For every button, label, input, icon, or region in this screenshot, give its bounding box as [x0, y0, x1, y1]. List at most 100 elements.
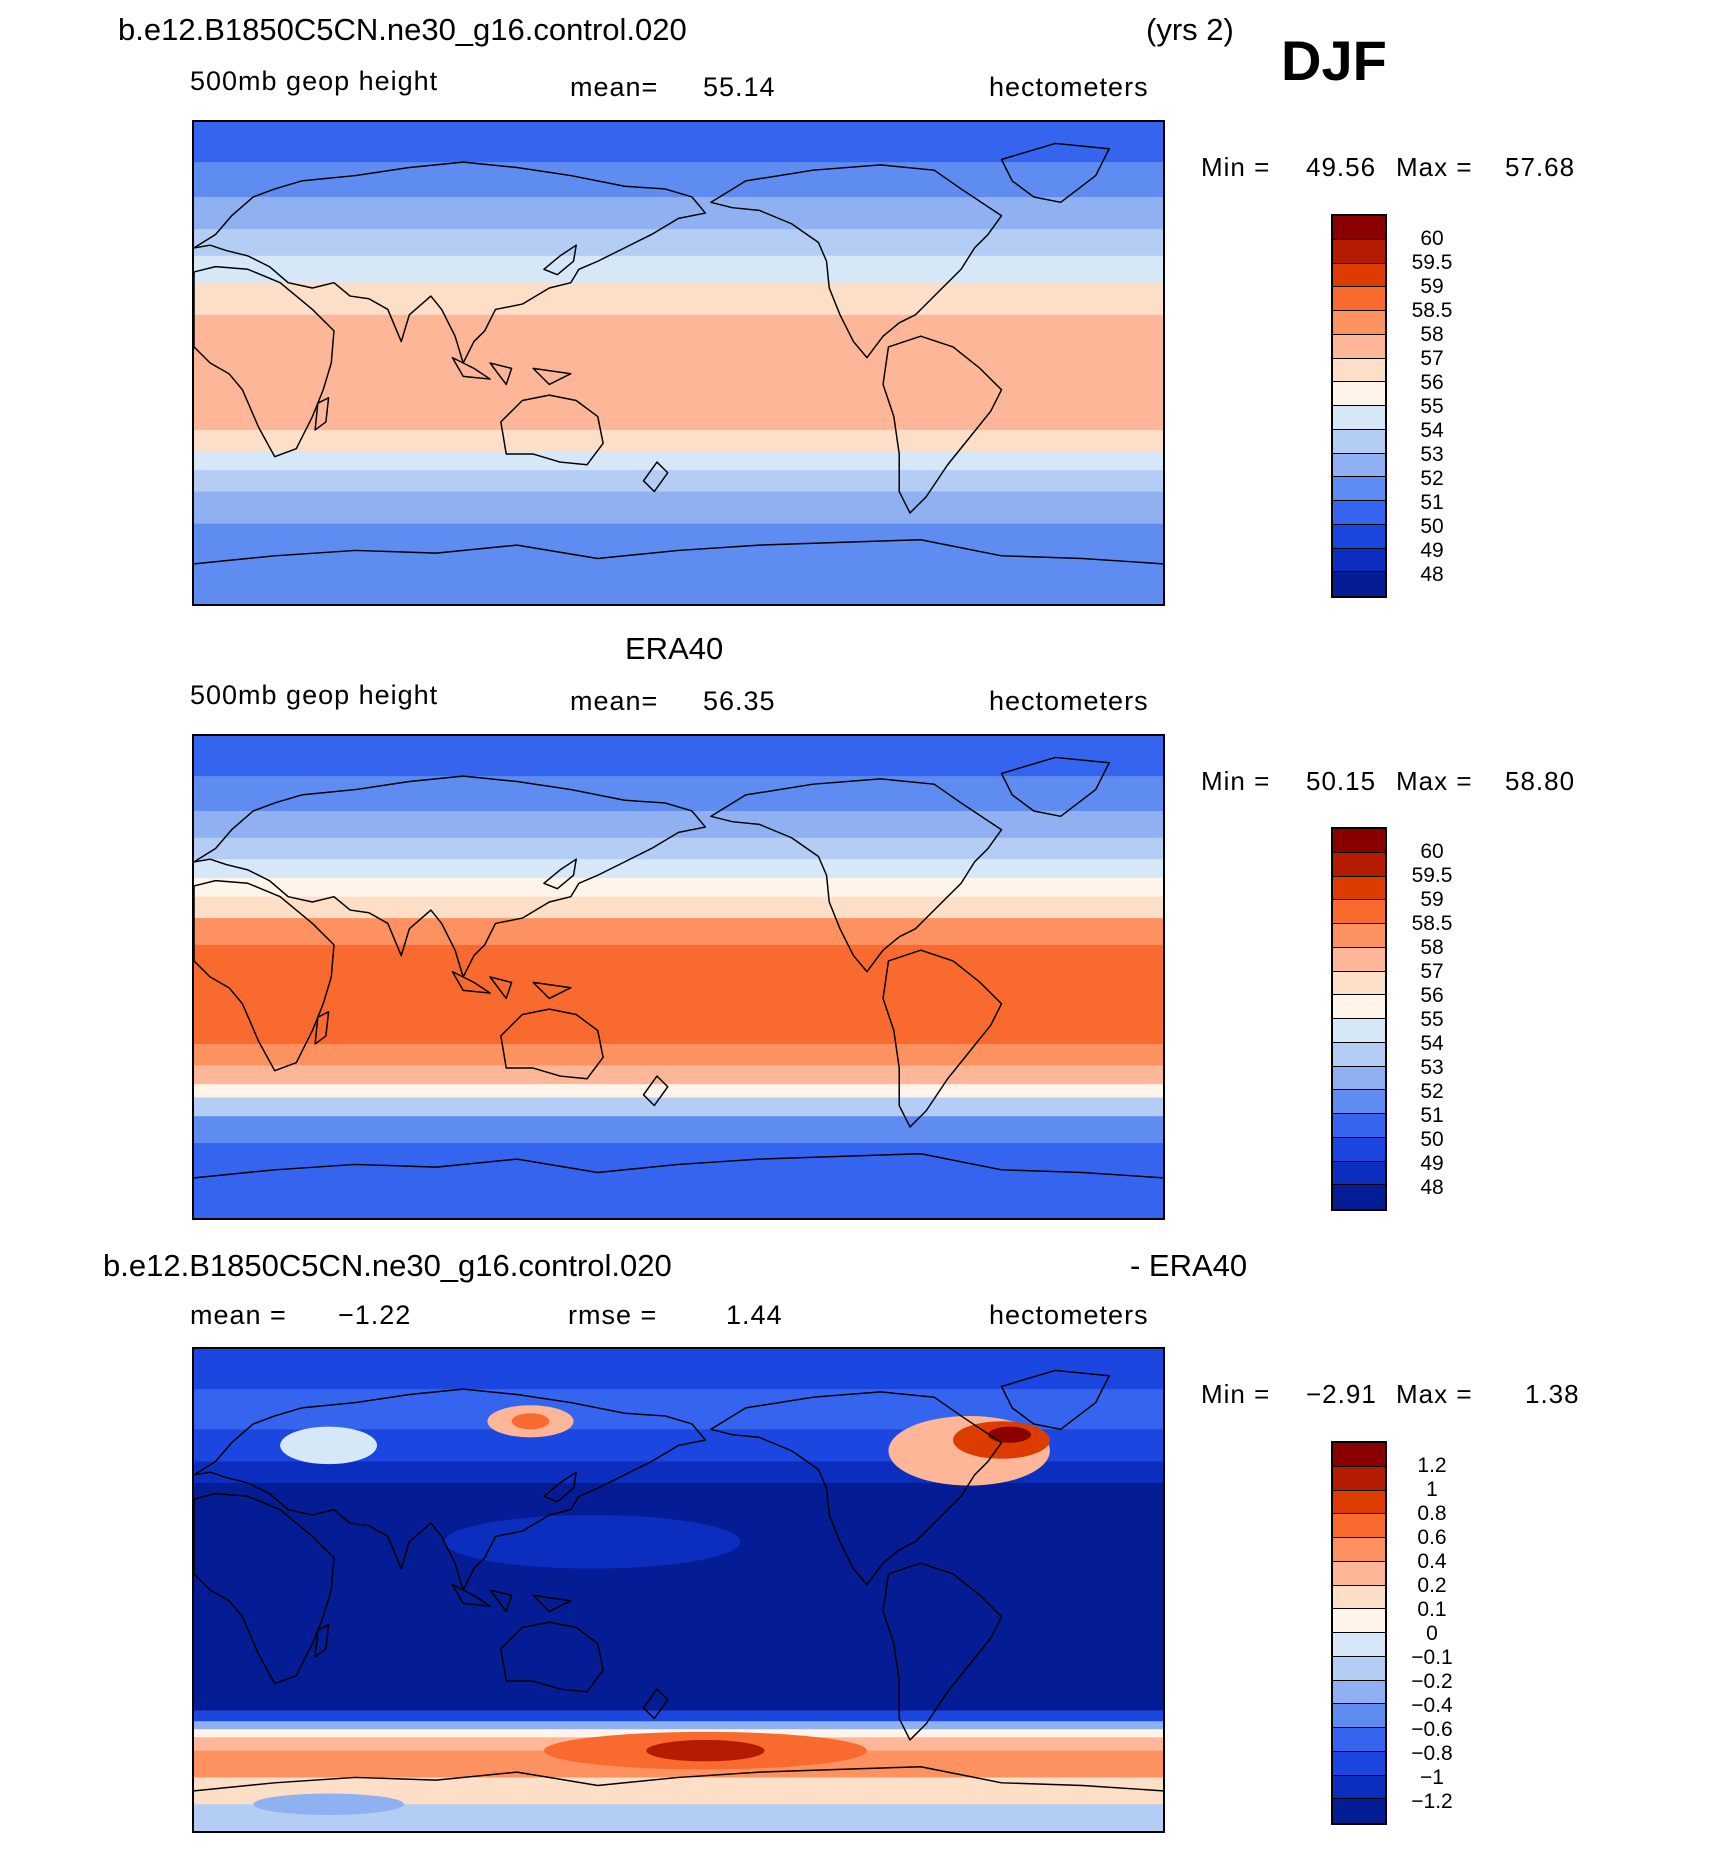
colorbar-difference: [1331, 1441, 1387, 1825]
contour-band: [194, 859, 1163, 879]
colorbar-swatch: [1333, 1609, 1385, 1633]
colorbar-label: 58: [1420, 323, 1444, 346]
units-label-middle: hectometers: [989, 686, 1149, 716]
contour-band: [194, 1084, 1163, 1099]
colorbar-label: 52: [1420, 1080, 1444, 1103]
colorbar-swatch: [1333, 239, 1385, 264]
contour-band: [194, 944, 1163, 1018]
contour-band: [194, 389, 1163, 431]
era40-title: ERA40: [625, 631, 724, 666]
min-value-middle: 50.15: [1306, 766, 1377, 796]
colorbar-label: 56: [1420, 371, 1444, 394]
colorbar-swatch: [1333, 1185, 1385, 1209]
colorbar-label: 58.5: [1411, 912, 1453, 935]
colorbar-label: 50: [1420, 515, 1444, 538]
coastline: [710, 164, 1003, 359]
colorbar-label: 50: [1420, 1128, 1444, 1151]
contour-band: [194, 877, 1163, 898]
coastline: [543, 244, 577, 276]
units-label-top: hectometers: [989, 72, 1149, 102]
min-label-diff: Min =: [1201, 1379, 1271, 1409]
coastline: [451, 356, 572, 386]
colorbar-label: 0.2: [1417, 1574, 1447, 1597]
contour-band: [194, 451, 1163, 471]
colorbar-swatch: [1333, 1490, 1385, 1515]
coastline: [1000, 142, 1110, 204]
map-svg-model: [194, 122, 1163, 604]
colorbar-swatch: [1333, 1443, 1385, 1467]
case-title-top: b.e12.B1850C5CN.ne30_g16.control.020: [118, 12, 687, 47]
contour-band: [194, 1697, 1163, 1712]
colorbar-label: 51: [1420, 491, 1444, 514]
coastline: [194, 1765, 1163, 1792]
colorbar-label: 0: [1426, 1622, 1438, 1645]
units-label-diff: hectometers: [989, 1300, 1149, 1330]
contour-band: [194, 736, 1163, 777]
colorbar-swatch: [1333, 524, 1385, 549]
contour-band: [194, 1143, 1163, 1218]
colorbar-swatch: [1333, 572, 1385, 596]
variable-label-top: 500mb geop height: [190, 66, 439, 96]
coastline: [194, 1152, 1163, 1179]
colorbar-label: 1.2: [1417, 1454, 1447, 1477]
contour-band: [194, 229, 1163, 257]
colorbar-swatch: [1333, 334, 1385, 359]
colorbar-swatch: [1333, 311, 1385, 335]
colorbar-swatch: [1333, 453, 1385, 478]
coastline: [194, 265, 335, 458]
mean-label-diff: mean =: [190, 1300, 287, 1330]
contour-feature: [253, 1793, 404, 1815]
colorbar-swatch: [1333, 1633, 1385, 1657]
colorbar-swatch: [1333, 1538, 1385, 1562]
colorbar-swatch: [1333, 829, 1385, 853]
map-panel-model: [192, 120, 1165, 606]
colorbar-label: 58: [1420, 936, 1444, 959]
coastline: [314, 1624, 330, 1658]
colorbar-swatch: [1333, 477, 1385, 501]
colorbar-swatch: [1333, 1137, 1385, 1162]
contour-band: [194, 162, 1163, 198]
colorbar-label: −0.2: [1411, 1670, 1453, 1693]
colorbar-swatch: [1333, 900, 1385, 924]
colorbar-swatch: [1333, 1514, 1385, 1538]
coastline: [1000, 1369, 1110, 1431]
max-label-top: Max =: [1396, 152, 1473, 182]
contour-band: [194, 1043, 1163, 1067]
colorbar-label: 1: [1426, 1478, 1438, 1501]
colorbar-swatch: [1333, 876, 1385, 901]
contour-feature: [280, 1426, 378, 1465]
mean-value-top: 55.14: [703, 72, 776, 102]
coastline: [1000, 756, 1110, 818]
colorbar-model: [1331, 214, 1387, 598]
map-panel-era40: [192, 734, 1165, 1220]
coastline: [500, 1008, 604, 1080]
contour-band: [194, 282, 1163, 316]
colorbar-label: 0.4: [1417, 1550, 1447, 1573]
contour-feature: [646, 1739, 765, 1762]
min-label-middle: Min =: [1201, 766, 1271, 796]
variable-label-middle: 500mb geop height: [190, 680, 439, 710]
colorbar-label: 59: [1420, 888, 1444, 911]
coastline: [314, 1011, 330, 1045]
colorbar-swatch: [1333, 1161, 1385, 1186]
coastline: [882, 949, 1003, 1128]
colorbar-label: −0.8: [1411, 1742, 1453, 1765]
min-label-top: Min =: [1201, 152, 1271, 182]
colorbar-label: −0.6: [1411, 1718, 1453, 1741]
coastline: [500, 1621, 604, 1693]
contour-band: [194, 122, 1163, 163]
contour-band: [194, 470, 1163, 493]
season-label: DJF: [1281, 29, 1387, 92]
colorbar-label: 54: [1420, 1032, 1444, 1055]
colorbar-swatch: [1333, 1799, 1385, 1823]
colorbar-label: −0.4: [1411, 1694, 1453, 1717]
colorbar-swatch: [1333, 1585, 1385, 1610]
colorbar-label: 59.5: [1411, 251, 1453, 274]
colorbar-swatch: [1333, 358, 1385, 383]
colorbar-swatch: [1333, 995, 1385, 1019]
coastline: [194, 161, 707, 364]
contour-feature: [511, 1413, 550, 1430]
coastline: [194, 879, 335, 1072]
colorbar-label: 53: [1420, 1056, 1444, 1079]
colorbar-label: 0.8: [1417, 1502, 1447, 1525]
